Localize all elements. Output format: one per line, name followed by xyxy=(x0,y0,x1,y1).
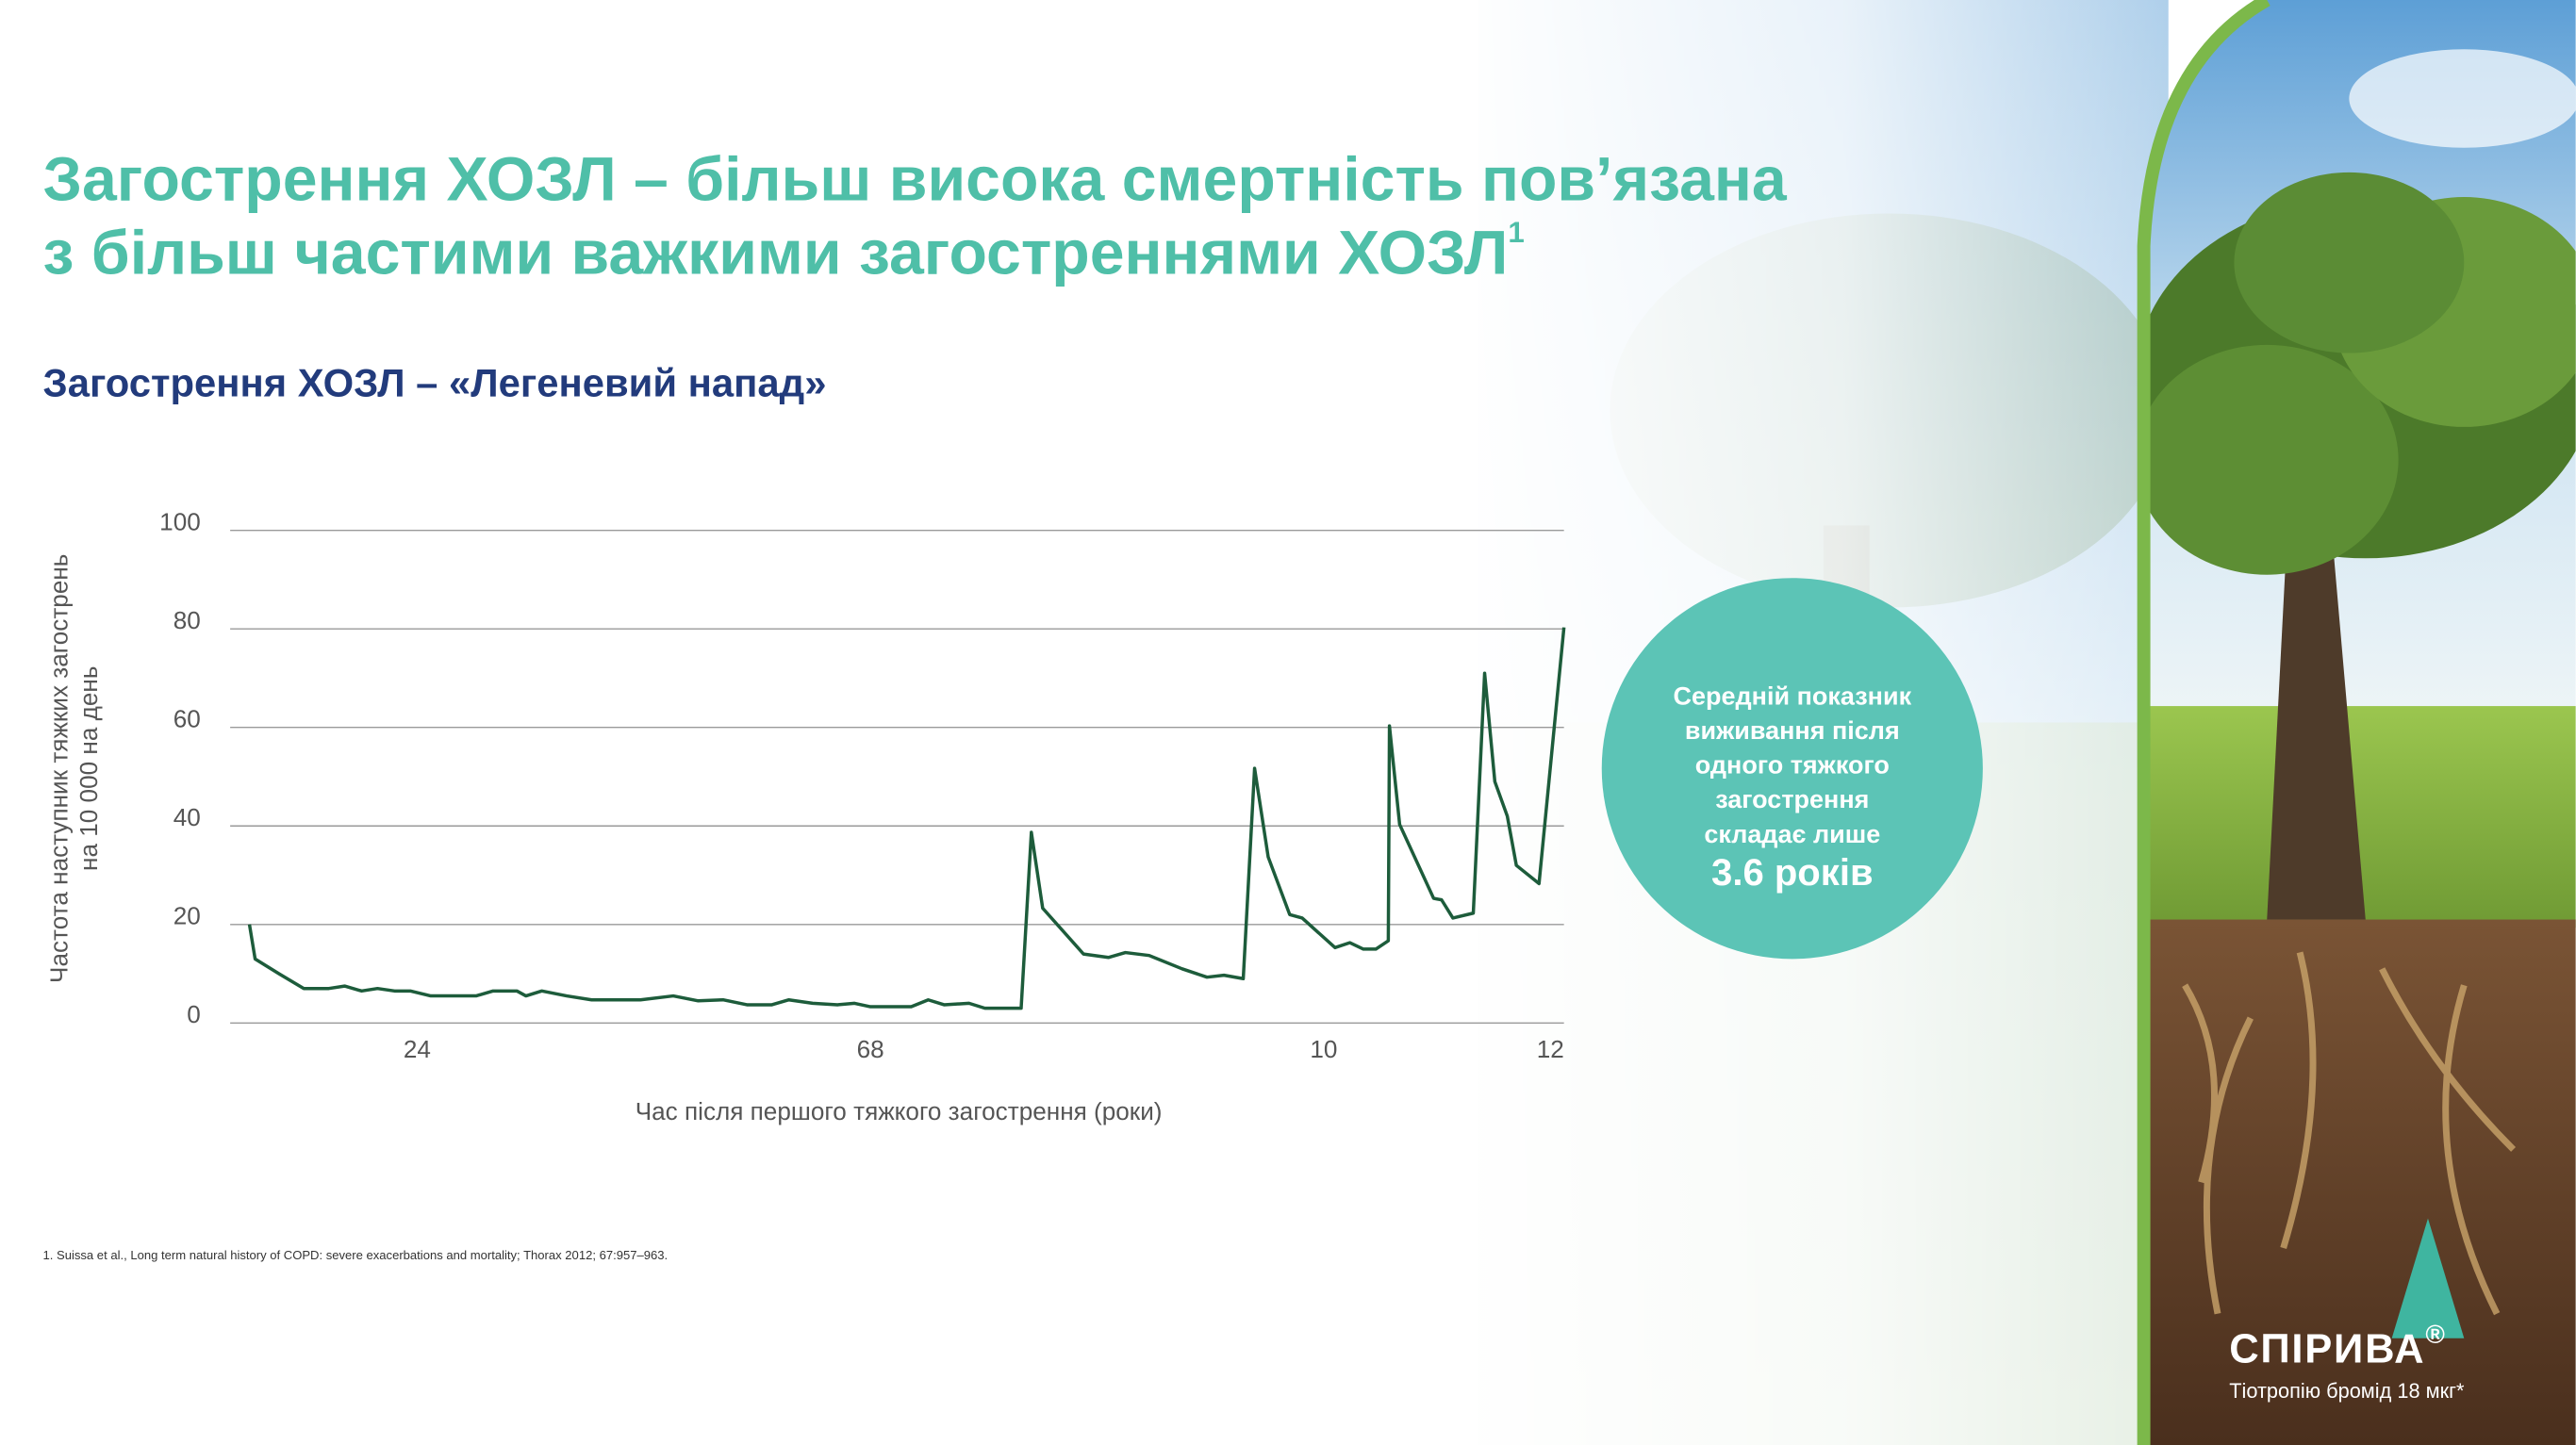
y-tick-label: 0 xyxy=(187,1000,201,1028)
y-tick-label: 20 xyxy=(173,902,201,930)
title-line: Загострення ХОЗЛ – більш висока смертніс… xyxy=(43,145,1788,215)
brand-subtitle: Тіотропію бромід 18 мкг* xyxy=(2229,1379,2465,1403)
y-tick-label: 60 xyxy=(173,705,201,733)
x-tick-label: 24 xyxy=(404,1035,431,1063)
callout-text: Середній показник xyxy=(1674,681,1912,710)
brand-name: СПІРИВА® xyxy=(2229,1320,2446,1371)
title-line: з більш частими важкими загостреннями ХО… xyxy=(43,216,1525,288)
brand-text: СПІРИВА xyxy=(2229,1326,2425,1371)
callout-highlight: 3.6 років xyxy=(1711,852,1874,894)
x-axis-label: Час після першого тяжкого загострення (р… xyxy=(636,1097,1163,1125)
title-text: з більш частими важкими загостреннями ХО… xyxy=(43,219,1509,288)
footnote: 1. Suissa et al., Long term natural hist… xyxy=(43,1248,669,1262)
x-tick-label: 68 xyxy=(857,1035,884,1063)
y-axis-label: на 10 000 на день xyxy=(74,666,103,871)
y-tick-label: 80 xyxy=(173,606,201,634)
title-note: 1 xyxy=(1508,216,1524,249)
callout-text: одного тяжкого xyxy=(1695,751,1890,780)
data-line xyxy=(247,627,1566,1010)
y-axis-label: Частота наступник тяжких загострень xyxy=(45,554,74,983)
plot-area: 0 20 40 60 80 100 24 68 10 12 xyxy=(159,508,1566,1063)
x-tick-label: 10 xyxy=(1310,1035,1337,1063)
panel-border xyxy=(2137,0,2271,1445)
chart-title: Загострення ХОЗЛ – «Легеневий напад» xyxy=(43,360,827,404)
brand-logo xyxy=(2391,1218,2465,1338)
callout-circle xyxy=(1601,578,1983,960)
brand-panel xyxy=(2143,0,2576,1445)
brand-mark: ® xyxy=(2425,1320,2446,1349)
callout-text: виживання після xyxy=(1685,716,1900,745)
background-scene xyxy=(1445,0,2169,1445)
callout-text: складає лише xyxy=(1704,820,1880,848)
y-tick-label: 40 xyxy=(173,803,201,831)
x-tick-label: 12 xyxy=(1537,1035,1564,1063)
y-tick-label: 100 xyxy=(159,508,201,536)
callout-text: загострення xyxy=(1715,785,1869,813)
